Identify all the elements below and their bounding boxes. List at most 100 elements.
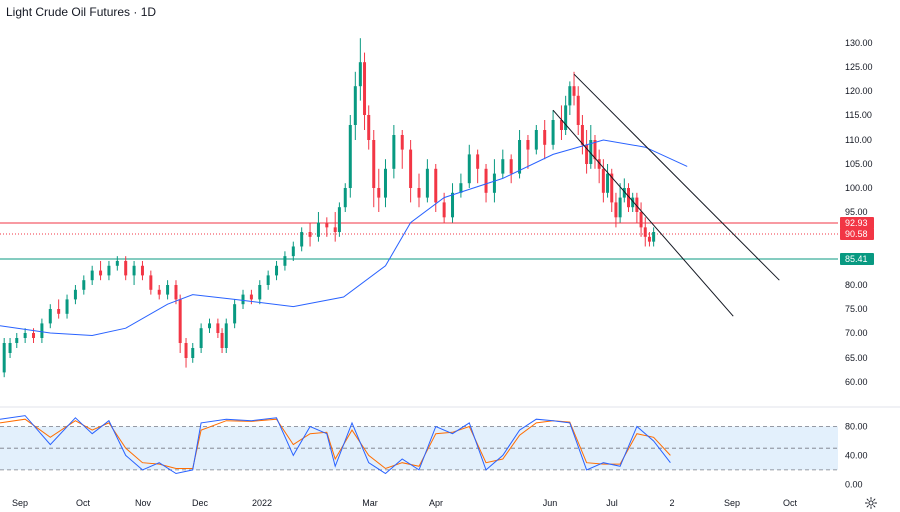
price-tick-label: 95.00 [845,207,868,217]
candle-body [518,140,522,174]
candle-body [300,232,304,247]
candle-body [551,120,555,145]
time-tick-label: Dec [192,498,209,508]
time-tick-label: Oct [783,498,798,508]
candle-body [275,265,279,276]
candle-body [99,270,103,276]
oscillator-d-line [0,418,671,470]
gear-icon[interactable] [864,496,878,510]
candle-body [392,135,396,169]
candle-body [597,159,601,169]
candle-body [601,168,605,193]
price-tick-label: 120.00 [845,86,873,96]
price-tick-label: 100.00 [845,183,873,193]
candle-body [484,168,488,193]
time-tick-label: 2 [669,498,674,508]
candle-body [40,323,44,338]
candle-body [343,188,347,208]
candle-body [467,154,471,184]
candle-body [372,140,376,188]
price-tag: 92.93 [840,217,874,229]
candle-body [606,173,610,193]
candle-body [216,323,220,333]
price-tag: 90.58 [840,228,874,240]
candle-body [631,197,635,208]
candle-body [325,222,329,228]
price-tick-label: 125.00 [845,62,873,72]
price-tag-box [840,253,874,265]
time-tick-label: Oct [76,498,91,508]
price-tick-label: 75.00 [845,304,868,314]
candle-body [501,159,505,174]
candle-body [451,192,455,218]
candle-body [534,130,538,150]
time-tick-label: Jun [543,498,558,508]
candle-body [149,275,153,290]
candle-body [140,265,144,276]
candle-body [178,299,182,343]
time-tick-label: Sep [12,498,28,508]
candle-body [543,130,547,145]
candle-body [614,202,618,218]
oscillator-tick-label: 0.00 [845,479,863,489]
time-tick-label: Jul [606,498,618,508]
candle-body [107,265,111,276]
candle-body [8,343,12,353]
price-tag-label: 92.93 [845,218,868,228]
candle-body [73,289,77,300]
candle-body [576,95,580,125]
time-tick-label: 2022 [252,498,272,508]
candle-body [593,140,597,160]
candle-body [589,140,593,164]
candle-body [639,212,643,228]
candle-body [166,285,170,295]
price-tag-box [840,228,874,240]
candle-body [48,309,52,324]
candle-body [283,256,287,266]
candle-body [15,338,19,343]
candle-body [425,168,429,198]
candle-body [400,135,404,150]
price-tick-label: 130.00 [845,38,873,48]
price-tick-label: 115.00 [845,110,872,120]
candle-body [627,188,630,208]
candle-body [208,323,211,329]
candle-body [526,140,530,150]
candle-body [647,236,651,242]
candle-body [434,168,438,203]
moving-average-line [0,139,688,337]
time-tick-label: Sep [724,498,740,508]
candle-body [409,149,413,188]
candle-body [291,246,295,257]
candle-body [559,120,563,130]
candle-body [383,168,387,198]
candle-body [308,232,312,237]
candle-body [348,125,352,188]
price-tick-label: 80.00 [845,280,868,290]
candle-body [610,173,614,203]
candle-body [417,188,421,198]
candle-body [191,348,195,358]
candle-body [568,86,572,106]
candle-body [199,328,203,348]
candle-body [622,188,626,198]
candle-body [572,86,576,96]
price-tick-label: 65.00 [845,353,868,363]
candle-body [643,227,647,237]
price-tag-label: 90.58 [845,229,868,239]
candle-body [32,333,36,338]
candle-body [115,260,119,266]
candle-body [241,294,245,305]
candle-body [233,304,237,324]
candle-body [580,125,584,145]
price-tick-label: 110.00 [845,135,872,145]
channel-line-upper [573,73,780,281]
candle-body [184,343,188,358]
price-tick-label: 70.00 [845,328,868,338]
candle-body [23,333,27,338]
candle-body [333,227,337,233]
price-tick-label: 60.00 [845,377,868,387]
candle-body [157,289,161,295]
candle-body [132,265,136,276]
